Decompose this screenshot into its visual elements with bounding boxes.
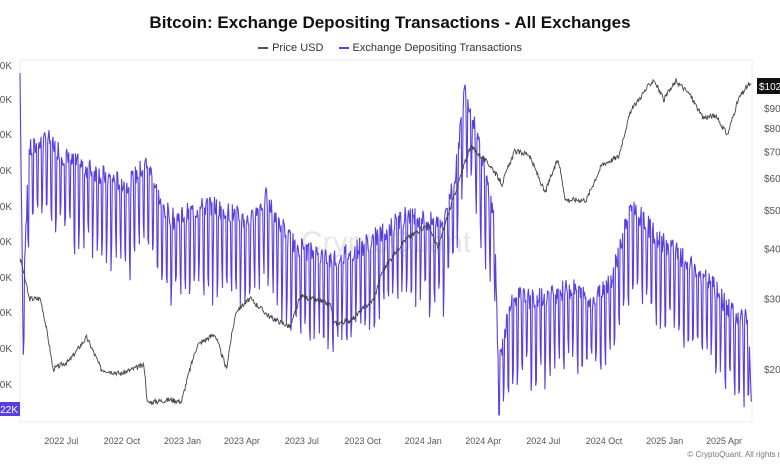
series-line-transactions[interactable] [19,73,752,416]
legend-label-transactions: Exchange Depositing Transactions [352,42,522,54]
copyright-text: © CryptoQuant. All rights reserv [687,450,780,459]
left-min-badge [0,402,20,416]
current-price-badge-label: $102 [759,82,780,93]
legend-label-price: Price USD [272,42,324,54]
plot-area [19,59,753,423]
right-tick-label: $90 [764,104,780,115]
legend-swatch-transactions [338,47,349,49]
left-tick-label: 0K [0,344,12,355]
x-tick-label: 2023 Jul [285,436,319,446]
left-tick-label: 0K [0,130,12,141]
left-min-badge-label: 22K [0,405,18,416]
left-tick-label: 0K [0,380,12,391]
left-tick-label: 0K [0,273,12,284]
right-tick-label: $70 [764,147,780,158]
series-line-price[interactable] [19,77,752,405]
chart-legend: Price USD Exchange Depositing Transactio… [0,40,780,54]
left-tick-label: 0K [0,166,12,177]
x-tick-label: 2025 Jan [646,436,683,446]
left-tick-label: 0K [0,237,12,248]
legend-swatch-price [258,47,269,49]
left-tick-label: 0K [0,95,12,106]
left-tick-label: 0K [0,308,12,319]
x-tick-label: 2023 Oct [344,436,381,446]
x-tick-label: 2023 Jan [164,436,201,446]
legend-item-transactions[interactable]: Exchange Depositing Transactions [338,42,522,54]
x-tick-label: 2024 Jan [405,436,442,446]
right-tick-label: $50 [764,206,780,217]
legend-item-price[interactable]: Price USD [258,42,323,54]
right-tick-label: $60 [764,174,780,185]
x-tick-label: 2022 Jul [44,436,78,446]
right-tick-label: $20 [764,365,780,376]
right-tick-label: $30 [764,295,780,306]
left-tick-label: 0K [0,202,12,213]
x-tick-label: 2024 Apr [465,436,501,446]
right-tick-label: $40 [764,245,780,256]
x-tick-label: 2022 Oct [104,436,141,446]
x-tick-label: 2024 Oct [586,436,623,446]
x-tick-label: 2025 Apr [706,436,742,446]
x-tick-label: 2024 Jul [526,436,560,446]
right-tick-label: $80 [764,124,780,135]
current-price-badge [757,78,780,94]
x-tick-label: 2023 Apr [224,436,260,446]
left-tick-label: 0K [0,61,12,72]
chart-title: Bitcoin: Exchange Depositing Transaction… [149,13,631,32]
